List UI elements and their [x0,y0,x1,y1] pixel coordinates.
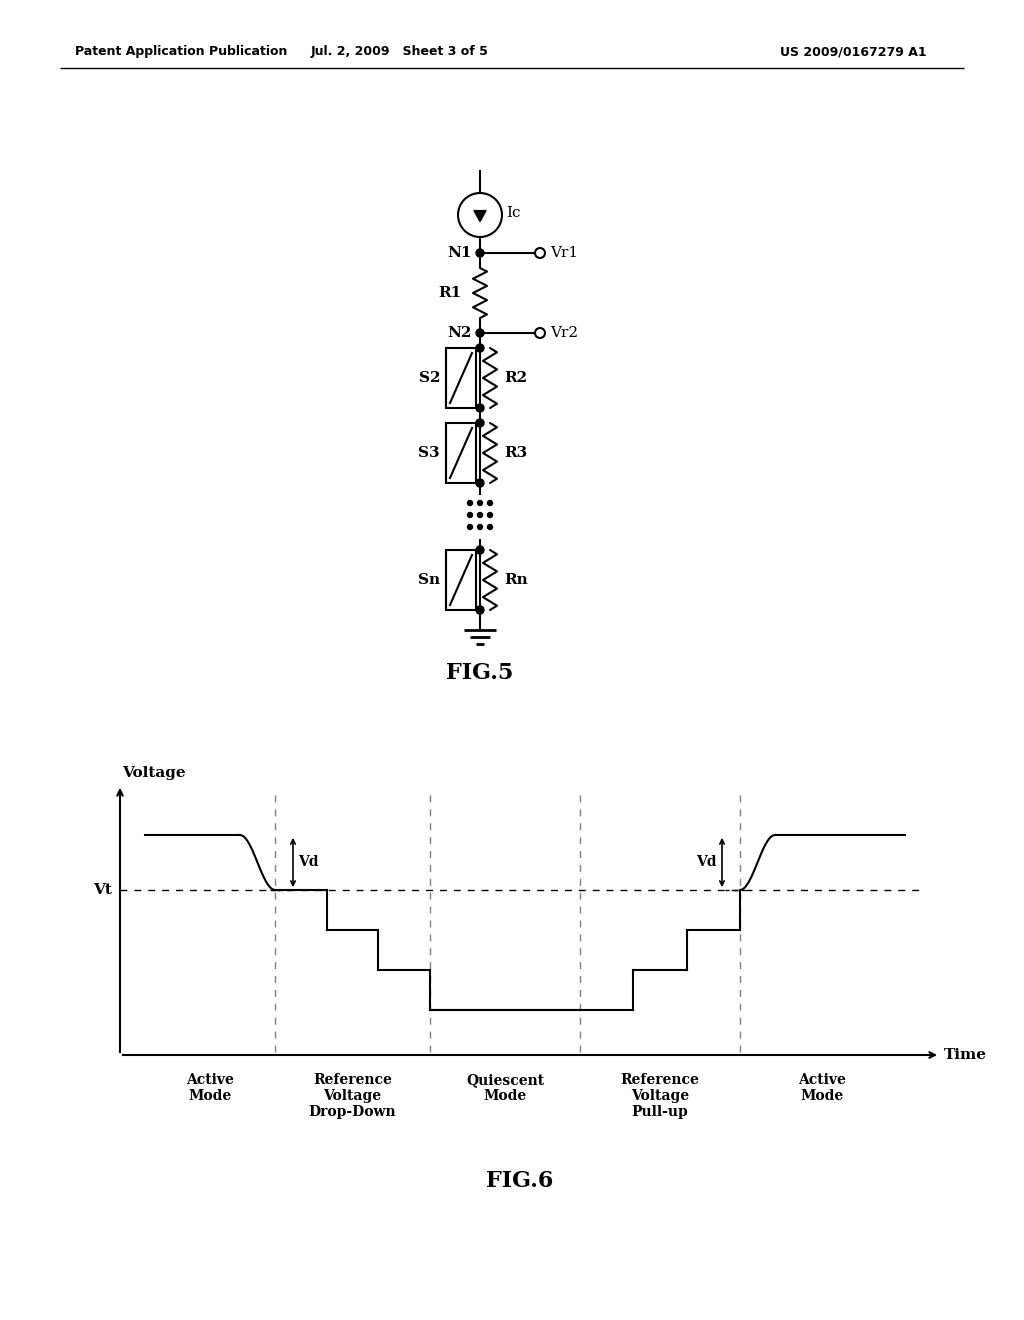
Text: R1: R1 [438,286,462,300]
Text: Vd: Vd [696,855,717,870]
Circle shape [476,249,484,257]
Text: FIG.6: FIG.6 [486,1170,554,1192]
Text: Mode: Mode [483,1089,526,1104]
Circle shape [476,345,484,352]
Text: R3: R3 [504,446,527,459]
Text: US 2009/0167279 A1: US 2009/0167279 A1 [780,45,927,58]
Text: Reference: Reference [313,1073,392,1086]
Text: Voltage: Voltage [324,1089,382,1104]
Text: Active: Active [799,1073,847,1086]
Text: Jul. 2, 2009   Sheet 3 of 5: Jul. 2, 2009 Sheet 3 of 5 [311,45,488,58]
Circle shape [477,512,482,517]
Circle shape [476,418,484,426]
Text: Vr2: Vr2 [550,326,579,341]
Circle shape [476,479,484,487]
Circle shape [476,546,484,554]
Text: Mode: Mode [188,1089,231,1104]
Polygon shape [474,211,486,222]
Text: Reference: Reference [621,1073,699,1086]
Circle shape [477,524,482,529]
Circle shape [477,500,482,506]
Text: N1: N1 [447,246,472,260]
Text: Mode: Mode [801,1089,844,1104]
Text: FIG.5: FIG.5 [446,663,514,684]
Text: Ic: Ic [506,206,520,220]
Text: S2: S2 [419,371,440,385]
Text: R2: R2 [504,371,527,385]
Text: Drop-Down: Drop-Down [308,1105,396,1119]
Circle shape [476,606,484,614]
Text: Vr1: Vr1 [550,246,579,260]
Text: Time: Time [944,1048,987,1063]
Text: Voltage: Voltage [122,766,185,780]
Circle shape [468,512,472,517]
Circle shape [487,512,493,517]
Text: Active: Active [186,1073,233,1086]
Text: N2: N2 [447,326,472,341]
Circle shape [487,524,493,529]
Circle shape [487,500,493,506]
Text: Pull-up: Pull-up [632,1105,688,1119]
Circle shape [476,329,484,337]
Text: Rn: Rn [504,573,527,587]
Text: Patent Application Publication: Patent Application Publication [75,45,288,58]
Circle shape [476,404,484,412]
Circle shape [468,500,472,506]
Text: Vt: Vt [93,883,112,898]
Circle shape [468,524,472,529]
Text: S3: S3 [419,446,440,459]
Text: Sn: Sn [418,573,440,587]
Text: Voltage: Voltage [631,1089,689,1104]
Text: Vd: Vd [298,855,318,870]
Text: Quiescent: Quiescent [466,1073,544,1086]
